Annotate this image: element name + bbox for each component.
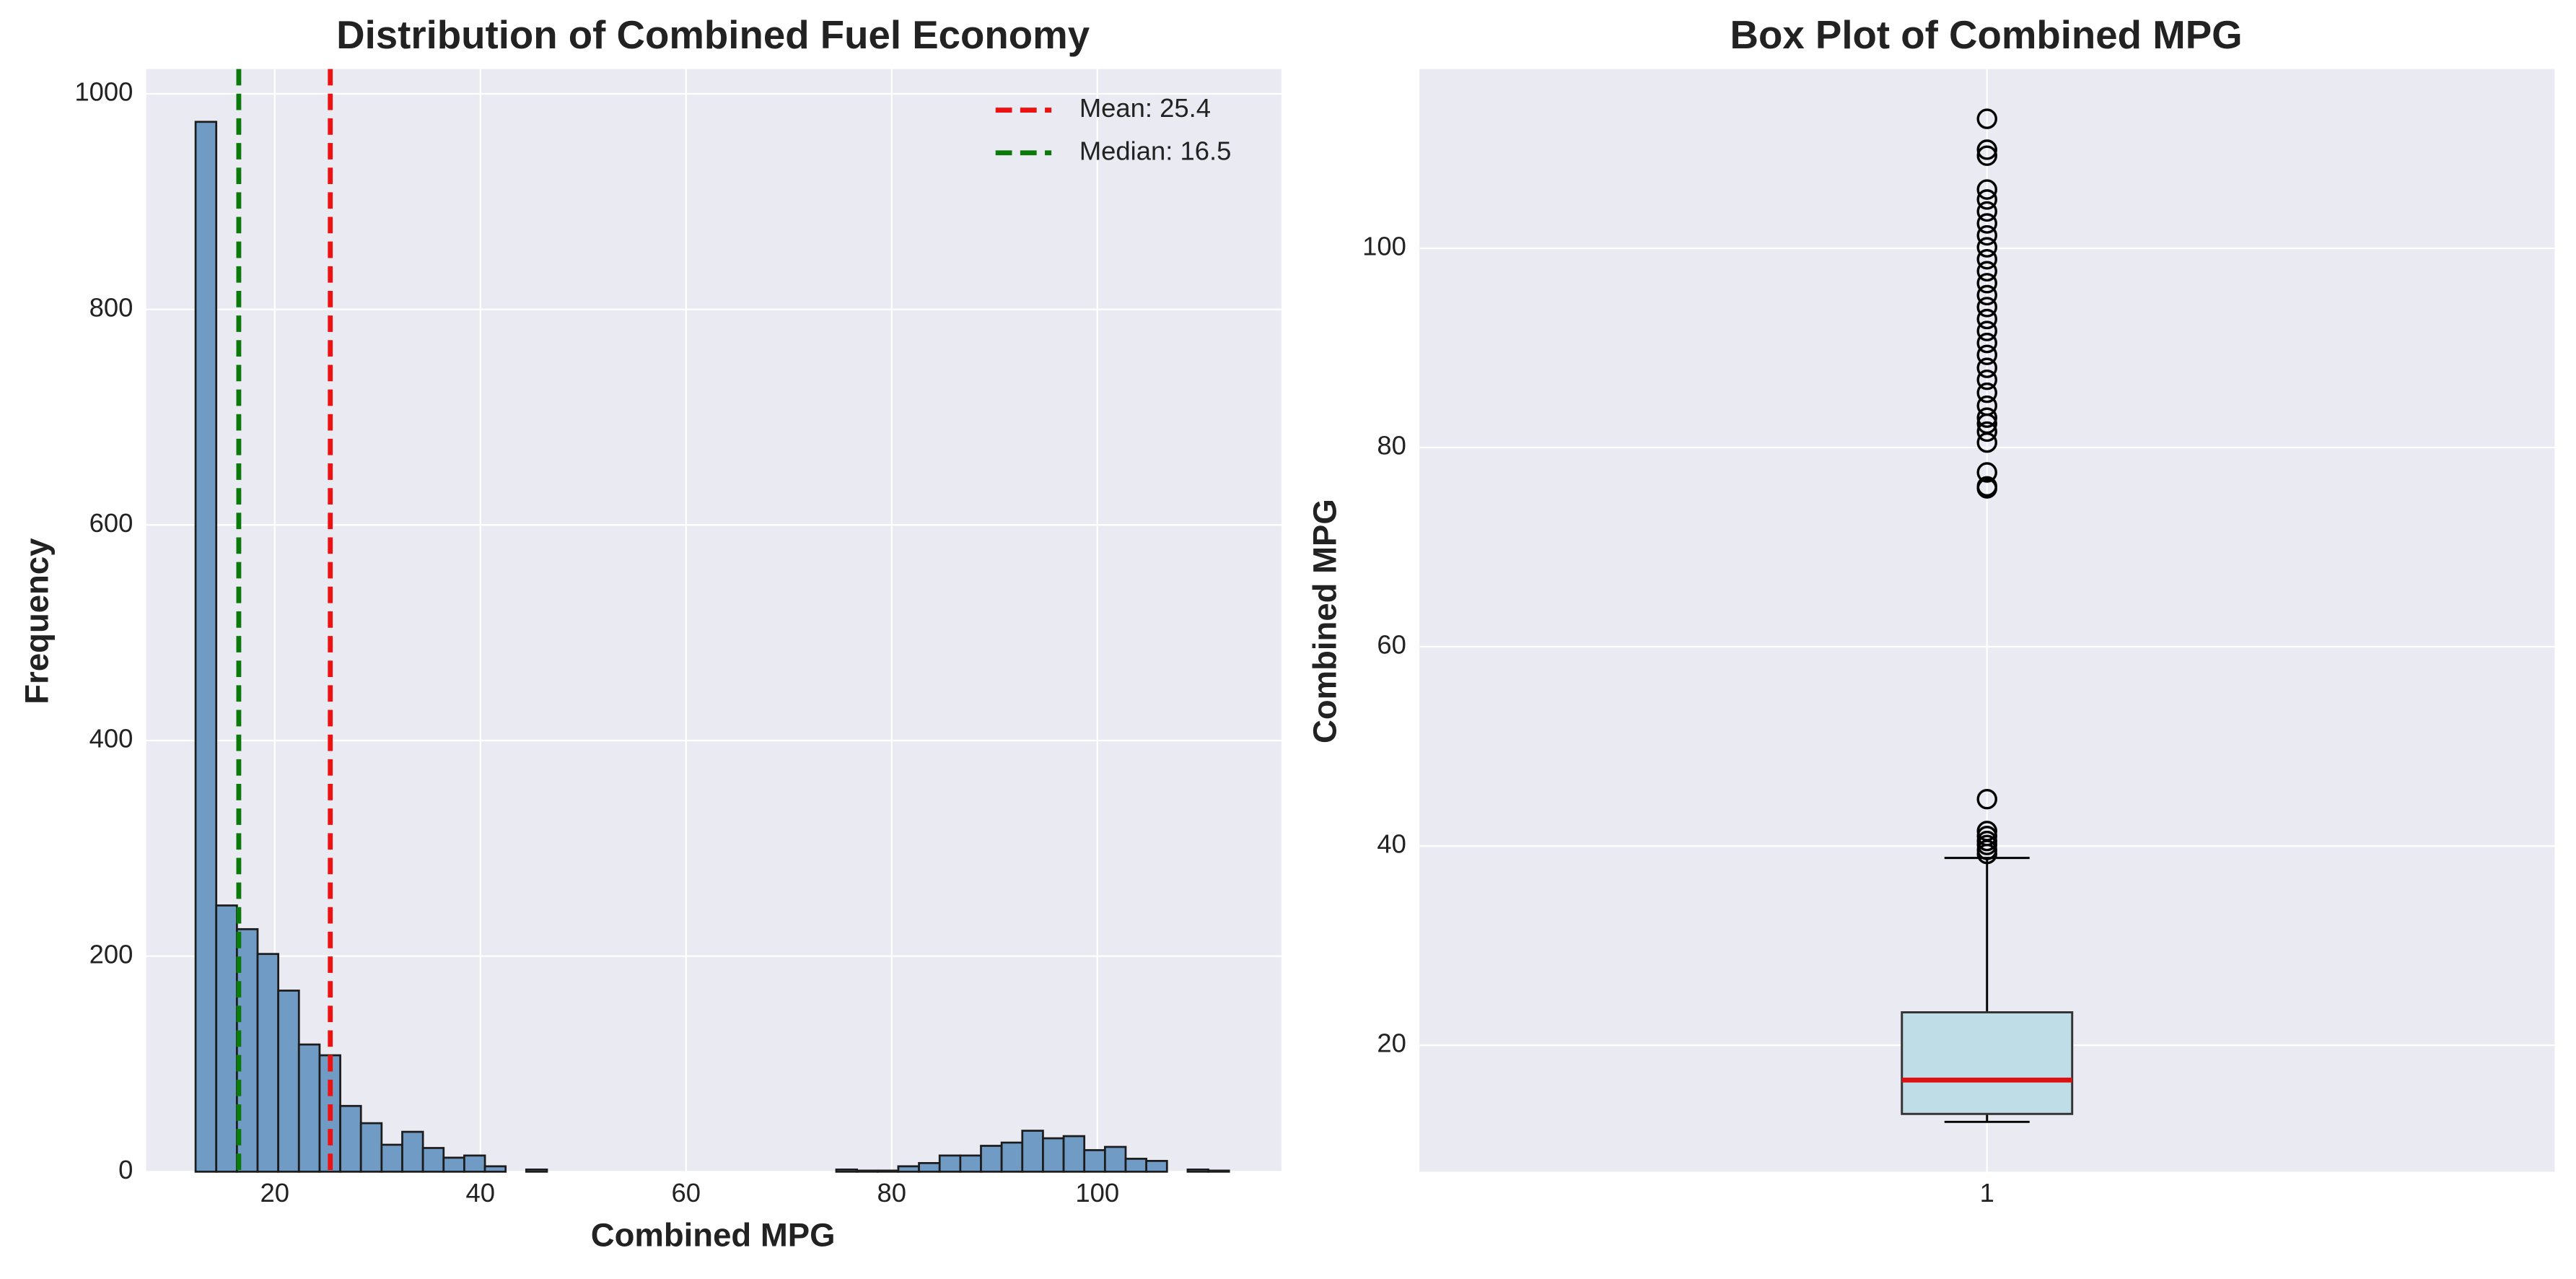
x-tick-label: 80 — [877, 1178, 907, 1208]
outlier — [1976, 139, 1997, 160]
chart-title: Distribution of Combined Fuel Economy — [336, 13, 1090, 57]
legend-label: Mean: 25.4 — [1079, 93, 1211, 123]
bar — [463, 1154, 486, 1173]
bar — [1042, 1137, 1065, 1173]
bar — [215, 904, 238, 1173]
outlier — [1976, 830, 1997, 852]
y-axis-label: Frequency — [19, 538, 56, 704]
y-tick-label: 100 — [1362, 232, 1406, 261]
outlier — [1976, 308, 1997, 330]
bar — [339, 1104, 362, 1173]
outlier — [1976, 297, 1997, 318]
outlier — [1976, 179, 1997, 200]
bar — [1124, 1158, 1148, 1173]
bar — [938, 1154, 962, 1173]
x-axis-label: Combined MPG — [591, 1216, 836, 1253]
bar — [297, 1043, 321, 1173]
chart-title: Box Plot of Combined MPG — [1730, 13, 2243, 57]
bar — [1083, 1149, 1106, 1173]
outlier — [1976, 145, 1997, 166]
outlier — [1976, 224, 1997, 246]
bar — [1062, 1135, 1086, 1173]
outlier — [1976, 369, 1997, 390]
y-tick-label: 800 — [89, 292, 133, 322]
y-tick-label: 60 — [1377, 630, 1406, 660]
y-tick-label: 40 — [1377, 829, 1406, 859]
bar — [835, 1168, 859, 1173]
y-tick-label: 600 — [89, 508, 133, 538]
bar — [1000, 1141, 1024, 1173]
bar — [256, 953, 279, 1173]
outlier — [1976, 821, 1997, 842]
x-tick-label: 20 — [260, 1178, 290, 1208]
y-axis-label: Combined MPG — [1307, 499, 1344, 743]
y-tick-label: 200 — [89, 939, 133, 969]
bar — [442, 1156, 465, 1173]
outlier — [1976, 237, 1997, 258]
x-tick-label: 60 — [672, 1178, 701, 1208]
bar — [359, 1122, 383, 1173]
bar — [1021, 1130, 1044, 1173]
outlier — [1976, 421, 1997, 442]
outlier — [1976, 248, 1997, 270]
outlier — [1976, 462, 1997, 483]
outlier — [1976, 395, 1997, 416]
x-tick-label: 1 — [1980, 1178, 1994, 1208]
bar — [421, 1147, 445, 1173]
bar — [1186, 1168, 1209, 1173]
bar — [277, 990, 300, 1173]
y-tick-label: 400 — [89, 724, 133, 754]
bar — [401, 1130, 424, 1173]
outlier — [1976, 261, 1997, 282]
outlier — [1976, 284, 1997, 306]
outlier — [1976, 201, 1997, 222]
box — [1901, 1011, 2074, 1115]
x-tick-label: 40 — [466, 1178, 496, 1208]
outlier — [1976, 108, 1997, 129]
bar — [959, 1154, 982, 1173]
bar — [483, 1165, 507, 1173]
bar — [918, 1162, 941, 1173]
y-tick-label: 20 — [1377, 1029, 1406, 1058]
y-tick-label: 80 — [1377, 431, 1406, 460]
plot-area — [146, 69, 1282, 1172]
outlier — [1976, 382, 1997, 403]
outlier — [1976, 407, 1997, 428]
bar — [1145, 1160, 1168, 1173]
bar — [897, 1165, 920, 1173]
outlier — [1976, 344, 1997, 365]
bar — [380, 1143, 403, 1173]
outlier — [1976, 476, 1997, 497]
outlier — [1976, 189, 1997, 210]
legend-label: Median: 16.5 — [1079, 136, 1232, 165]
x-tick-label: 100 — [1075, 1178, 1119, 1208]
outlier — [1976, 788, 1997, 810]
outlier — [1976, 357, 1997, 378]
bar — [980, 1145, 1003, 1173]
outlier — [1976, 320, 1997, 341]
outlier — [1976, 332, 1997, 354]
bar — [525, 1168, 548, 1173]
bar — [1103, 1145, 1127, 1173]
outlier — [1976, 826, 1997, 847]
y-tick-label: 1000 — [74, 77, 133, 107]
y-tick-label: 0 — [118, 1155, 133, 1184]
outlier — [1976, 213, 1997, 234]
bar — [194, 121, 218, 1173]
outlier — [1976, 273, 1997, 294]
